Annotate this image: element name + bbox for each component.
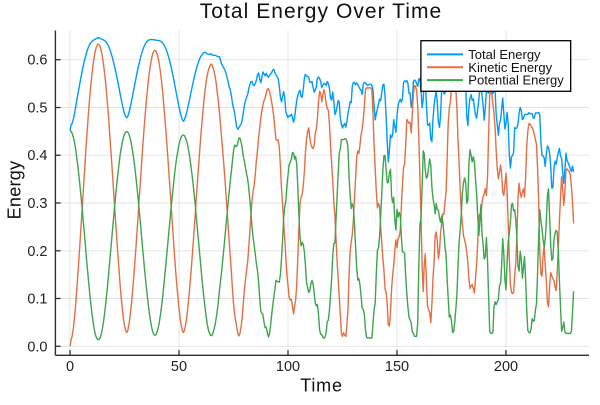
svg-text:0.3: 0.3 bbox=[27, 196, 47, 212]
svg-text:200: 200 bbox=[494, 359, 518, 375]
svg-text:Kinetic Energy: Kinetic Energy bbox=[468, 60, 552, 75]
svg-text:Time: Time bbox=[300, 376, 343, 396]
svg-text:100: 100 bbox=[276, 359, 300, 375]
svg-text:Total Energy: Total Energy bbox=[468, 47, 541, 62]
svg-text:0.2: 0.2 bbox=[27, 244, 47, 260]
svg-text:0.5: 0.5 bbox=[27, 101, 47, 117]
svg-text:0.0: 0.0 bbox=[27, 339, 47, 355]
svg-text:50: 50 bbox=[171, 359, 187, 375]
svg-text:0.6: 0.6 bbox=[27, 53, 47, 69]
svg-text:0.1: 0.1 bbox=[27, 292, 47, 308]
svg-text:Potential Energy: Potential Energy bbox=[468, 73, 564, 88]
svg-text:Total Energy Over Time: Total Energy Over Time bbox=[200, 0, 443, 23]
svg-text:0: 0 bbox=[66, 359, 74, 375]
svg-text:150: 150 bbox=[385, 359, 409, 375]
svg-text:Energy: Energy bbox=[5, 161, 25, 220]
svg-text:0.4: 0.4 bbox=[27, 148, 47, 164]
